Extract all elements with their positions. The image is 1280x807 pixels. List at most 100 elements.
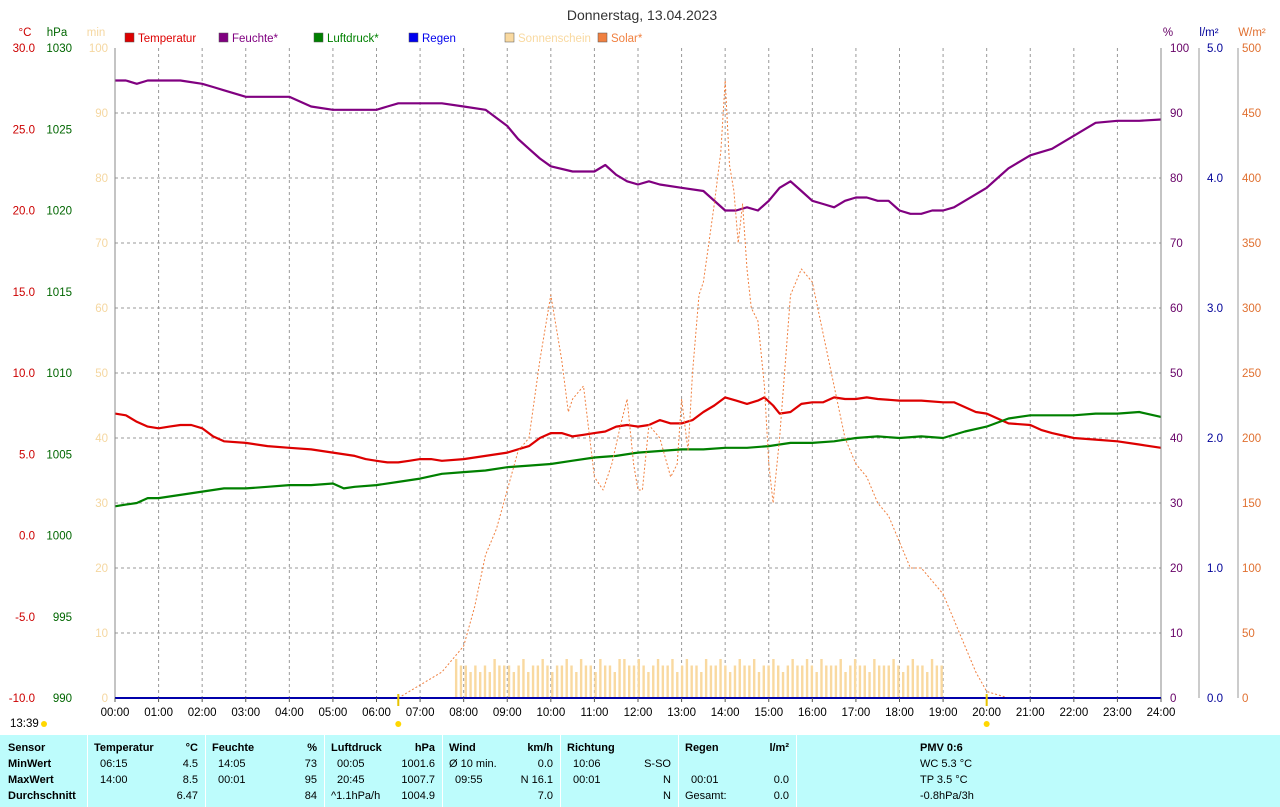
stats-pmv-column: PMV 0:6 WC 5.3 °C TP 3.5 °C -0.8hPa/3h xyxy=(797,735,1280,807)
sunshine-bar xyxy=(863,665,866,698)
sunshine-bar xyxy=(849,665,852,698)
stats-temperature-min-time: 06:15 xyxy=(100,758,128,770)
legend-swatch xyxy=(124,32,135,43)
stats-rain-time: 00:01 xyxy=(691,774,719,786)
x-tick-label: 21:00 xyxy=(1016,707,1045,719)
stats-wind-unit: km/h xyxy=(527,742,553,754)
stats-temperature-unit: °C xyxy=(185,742,198,754)
x-tick-label: 20:00 xyxy=(972,707,1001,719)
pressure-axis-tick-label: 1005 xyxy=(46,449,72,461)
sunshine-bar xyxy=(527,672,530,698)
stats-row-min: MinWert xyxy=(8,758,52,770)
pressure-axis-unit-label: hPa xyxy=(47,27,68,39)
humidity-axis-tick-label: 10 xyxy=(1170,628,1183,640)
sunshine-bar xyxy=(762,665,766,698)
temperature-axis-tick-label: 30.0 xyxy=(13,43,35,55)
stats-rain-column: Regen l/m² 00:01 Gesamt: 0.0 0.0 xyxy=(679,735,795,807)
rain-axis-tick-label: 4.0 xyxy=(1207,173,1223,185)
stats-humidity-max: 95 xyxy=(304,774,317,786)
sunshine-bar xyxy=(459,665,463,698)
sunshine-bar xyxy=(498,665,501,698)
sunshine-bar xyxy=(916,665,919,698)
solar-axis-tick-label: 150 xyxy=(1242,498,1261,510)
sunshine-bar xyxy=(474,665,477,698)
sunshine-bar xyxy=(618,659,621,698)
sunshine-bar xyxy=(594,672,597,698)
x-tick-label: 11:00 xyxy=(580,707,608,719)
stats-pressure-min-time: 00:05 xyxy=(337,758,365,770)
legend-swatch xyxy=(504,32,515,43)
sunshine-bar xyxy=(930,659,934,698)
x-tick-label: 12:00 xyxy=(624,707,653,719)
sunshine-axis-tick-label: 100 xyxy=(89,43,108,55)
sunshine-bar xyxy=(887,665,890,698)
sunshine-bar xyxy=(680,665,684,698)
sunshine-bar xyxy=(815,672,818,698)
stats-direction-time-2: 00:01 xyxy=(573,774,601,786)
rain-axis-tick-label: 3.0 xyxy=(1207,303,1223,315)
stats-temperature-max: 8.5 xyxy=(182,774,198,786)
temperature-axis-tick-label: -5.0 xyxy=(15,612,35,624)
sunshine-bar xyxy=(603,665,607,698)
sunshine-bar xyxy=(623,659,626,698)
stats-rain-header: Regen xyxy=(685,742,719,754)
sunshine-bar xyxy=(801,665,804,698)
stats-direction-column: Richtung 10:06 00:01 S-SO N N xyxy=(561,735,677,807)
rain-axis-tick-label: 1.0 xyxy=(1207,563,1223,575)
x-tick-label: 03:00 xyxy=(231,707,260,719)
sunshine-bar xyxy=(810,665,814,698)
legend-swatch xyxy=(218,32,229,43)
sunshine-bar xyxy=(805,659,809,698)
pressure-axis-tick-label: 1000 xyxy=(46,531,72,543)
sunshine-bar xyxy=(517,665,520,698)
solar-axis-tick-label: 300 xyxy=(1242,303,1261,315)
stats-pressure-max-time: 20:45 xyxy=(337,774,365,786)
x-tick-label: 15:00 xyxy=(754,707,783,719)
stats-direction-value-1: S-SO xyxy=(644,758,671,770)
humidity-axis-tick-label: 0 xyxy=(1170,693,1176,705)
sunshine-bar xyxy=(575,672,578,698)
stats-humidity-min: 73 xyxy=(304,758,317,770)
sun-marker-dot xyxy=(983,721,990,727)
x-tick-label: 10:00 xyxy=(536,707,565,719)
stats-wind-avg10-label: Ø 10 min. xyxy=(449,758,497,770)
solar-axis-tick-label: 500 xyxy=(1242,43,1261,55)
sunshine-bar xyxy=(839,659,842,698)
sunshine-axis-tick-label: 0 xyxy=(102,693,108,705)
sunshine-axis-tick-label: 70 xyxy=(95,238,108,250)
solar-axis-tick-label: 100 xyxy=(1242,563,1261,575)
sunshine-bar xyxy=(873,659,876,698)
humidity-axis-tick-label: 40 xyxy=(1170,433,1183,445)
sunshine-bar xyxy=(637,659,641,698)
sunshine-bar xyxy=(926,672,929,698)
solar-axis-tick-label: 0 xyxy=(1242,693,1248,705)
pressure-axis-tick-label: 1020 xyxy=(46,206,72,218)
x-tick-label: 19:00 xyxy=(929,707,958,719)
sunshine-bar xyxy=(560,665,564,698)
stats-pressure-min: 1001.6 xyxy=(401,758,435,770)
temperature-axis-tick-label: 25.0 xyxy=(13,124,35,136)
humidity-axis-tick-label: 80 xyxy=(1170,173,1183,185)
sunshine-bar xyxy=(522,659,525,698)
sunshine-bar xyxy=(897,665,900,698)
stats-humidity-max-time: 00:01 xyxy=(218,774,246,786)
stats-pressure-max: 1007.7 xyxy=(401,774,435,786)
series-line-solar xyxy=(398,80,1031,699)
stats-rain-unit: l/m² xyxy=(769,742,789,754)
rain-axis-tick-label: 0.0 xyxy=(1207,693,1223,705)
stats-temperature-min: 4.5 xyxy=(182,758,198,770)
chart-grid xyxy=(115,48,1161,698)
stats-wind-column: Wind km/h Ø 10 min. 09:55 0.0 N 16.1 7.0 xyxy=(443,735,559,807)
stats-temperature-header: Temperatur xyxy=(94,742,154,754)
sunshine-bar xyxy=(757,672,761,698)
sunshine-bar xyxy=(781,672,785,698)
x-tick-label: 00:00 xyxy=(101,707,130,719)
stats-temperature-column: Temperatur °C 06:15 14:00 4.5 8.5 6.47 xyxy=(88,735,204,807)
sunshine-bar xyxy=(584,665,588,698)
stats-humidity-column: Feuchte % 14:05 00:01 73 95 84 xyxy=(206,735,323,807)
stats-row-avg: Durchschnitt xyxy=(8,790,76,802)
temperature-axis-tick-label: 0.0 xyxy=(19,531,35,543)
sunshine-bar xyxy=(632,665,636,698)
pressure-axis-tick-label: 995 xyxy=(53,612,72,624)
chart-series xyxy=(114,79,1162,699)
